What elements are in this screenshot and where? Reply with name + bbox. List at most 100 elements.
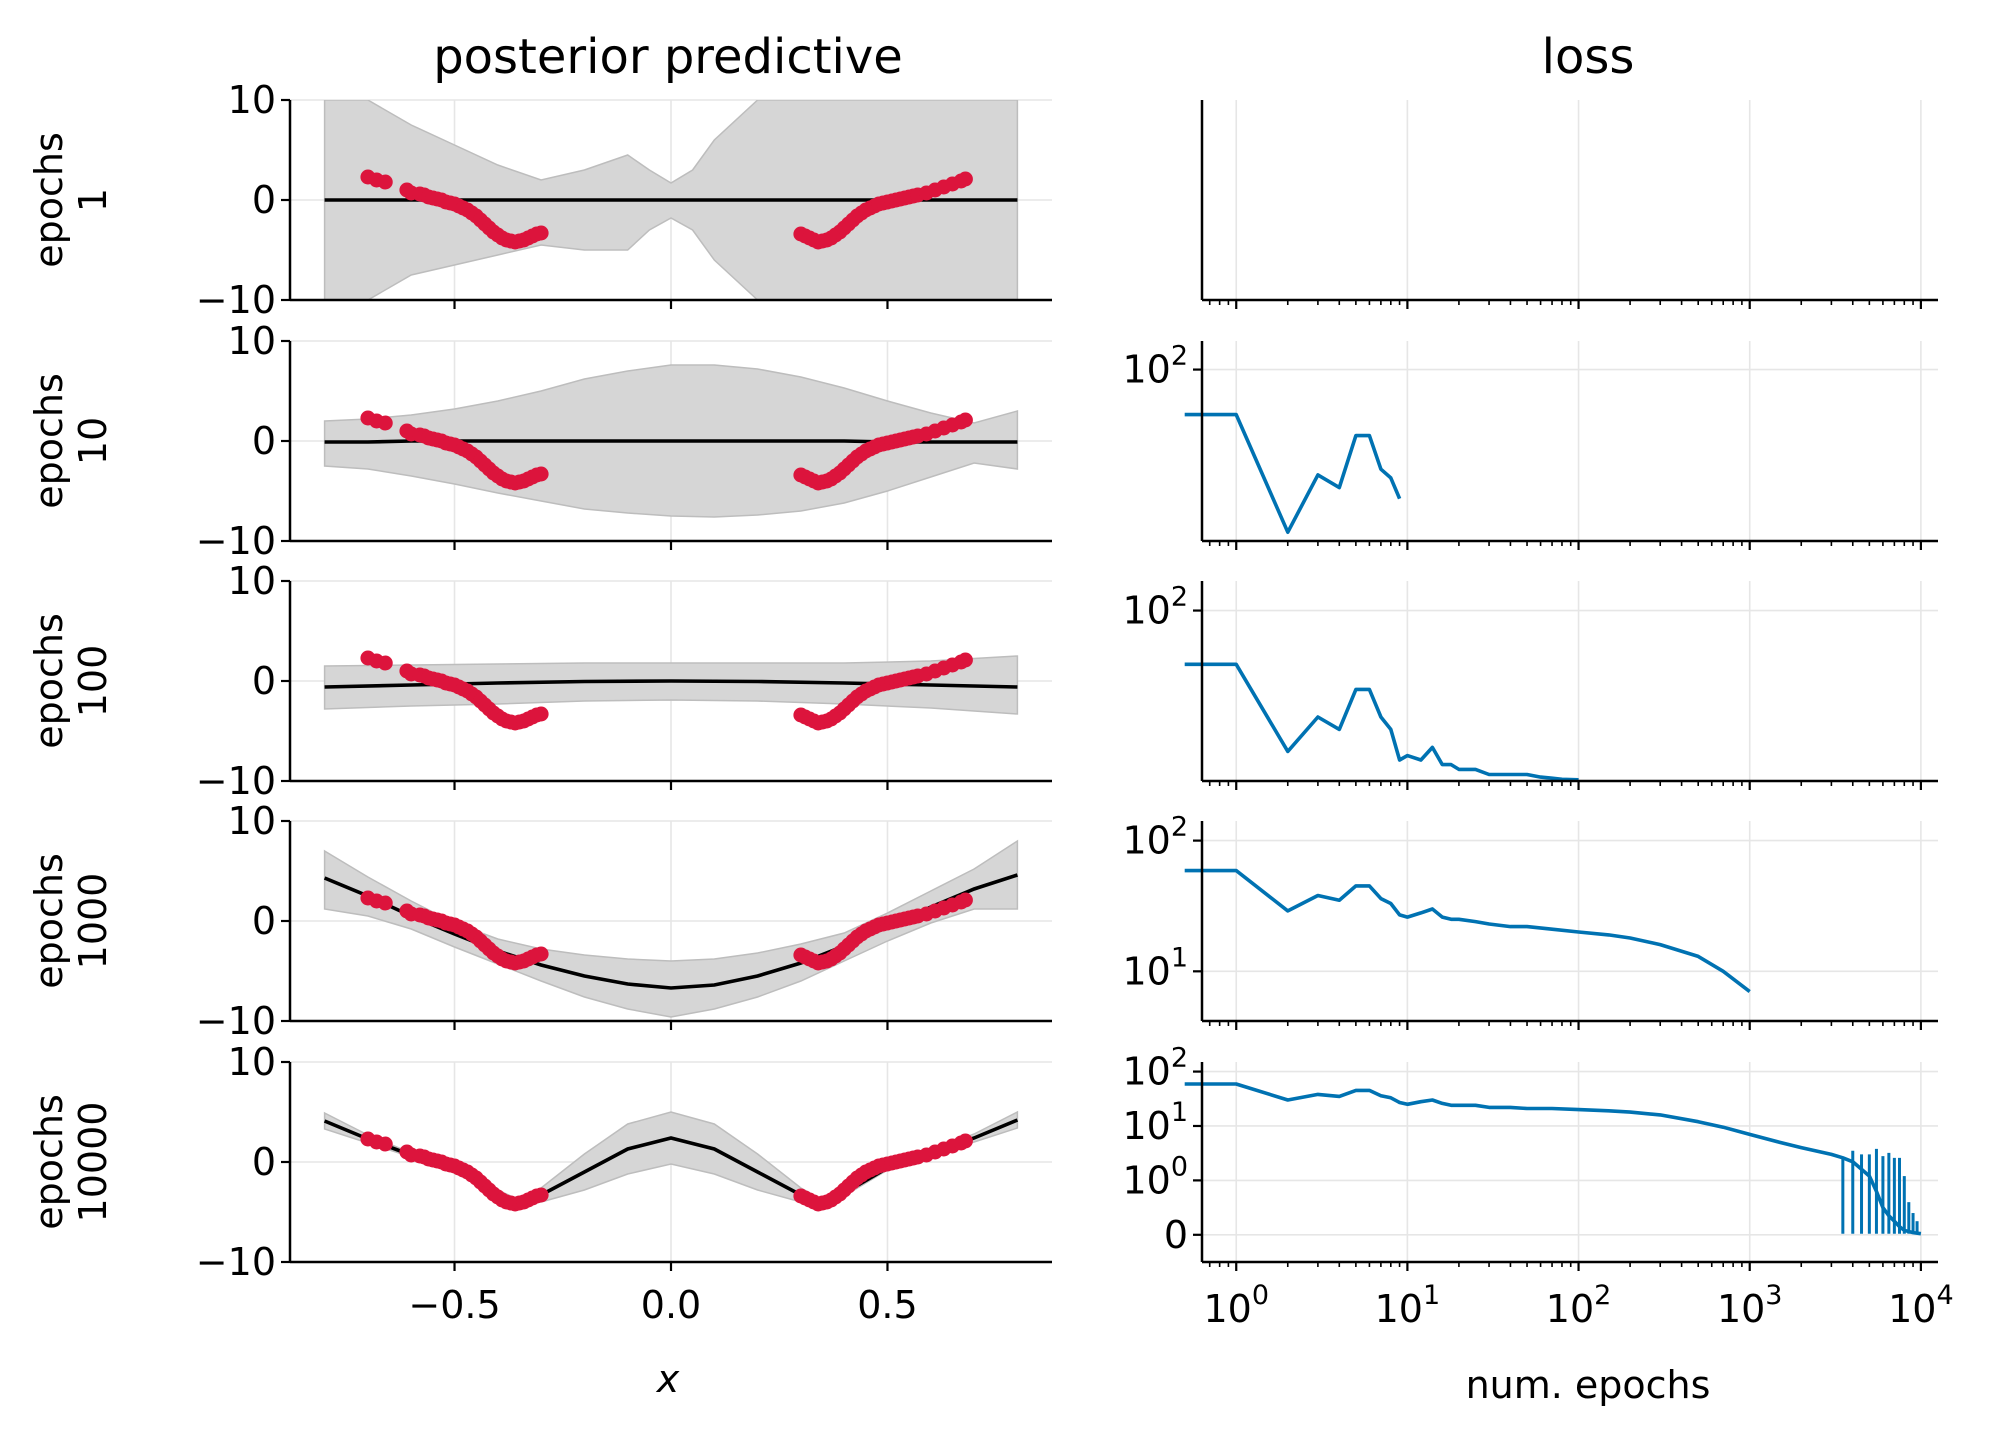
y-tick-base: 10: [1122, 589, 1170, 633]
y-tick-exponent: 2: [1171, 341, 1188, 372]
data-point: [533, 225, 549, 241]
y-tick-label: 10: [228, 799, 276, 843]
data-point: [533, 1187, 549, 1203]
loss-panel-0: [1200, 100, 1938, 309]
y-tick-label: 101: [1122, 1097, 1188, 1148]
x-tick-label: 104: [1888, 1280, 1954, 1331]
posterior-panel-0: 10 0 −10 epochs1: [27, 78, 1052, 322]
y-tick-exponent: 2: [1171, 582, 1188, 613]
y-tick-label: −10: [196, 519, 276, 563]
data-point: [377, 415, 393, 431]
data-point: [533, 706, 549, 722]
row-label: epochs1: [27, 132, 115, 268]
row-label: epochs1000: [27, 853, 115, 989]
y-tick-label: 0: [252, 899, 276, 943]
loss-x-axis-label: num. epochs: [1466, 1363, 1711, 1407]
x-tick-exponent: 2: [1594, 1280, 1611, 1311]
y-tick-label: −10: [196, 1240, 276, 1284]
x-tick-label: 0.5: [857, 1283, 917, 1327]
x-tick-exponent: 3: [1765, 1280, 1782, 1311]
row-label-line2: 1000: [71, 873, 115, 970]
x-tick-base: 10: [1203, 1287, 1251, 1331]
y-tick-label: 0: [252, 659, 276, 703]
y-tick-base: 10: [1122, 1050, 1170, 1094]
loss-panel-2: 102: [1122, 581, 1938, 790]
y-tick-base: 0: [1164, 1213, 1188, 1257]
loss-curve: [1184, 1082, 1922, 1236]
row-label-line2: 1: [71, 188, 115, 212]
x-tick-base: 10: [1888, 1287, 1936, 1331]
y-tick-label: −10: [196, 278, 276, 322]
y-tick-exponent: 2: [1171, 812, 1188, 843]
x-tick-base: 10: [1546, 1287, 1594, 1331]
y-tick-label: 101: [1122, 942, 1188, 993]
y-tick-label: 10: [228, 559, 276, 603]
loss-curve: [1184, 662, 1579, 782]
y-tick-label: 10: [228, 319, 276, 363]
row-label-line1: epochs: [27, 132, 71, 268]
y-tick-label: 102: [1122, 812, 1188, 863]
data-point: [377, 895, 393, 911]
x-tick-base: 10: [1375, 1287, 1423, 1331]
data-point: [377, 1136, 393, 1152]
y-tick-label: 10: [228, 78, 276, 122]
x-tick-label: 103: [1717, 1280, 1783, 1331]
row-label-line1: epochs: [27, 373, 71, 509]
x-tick-label: 101: [1375, 1280, 1441, 1331]
row-label-line1: epochs: [27, 613, 71, 749]
y-tick-exponent: 1: [1171, 942, 1188, 973]
y-tick-label: 102: [1122, 341, 1188, 392]
posterior-x-axis-label: x: [656, 1357, 680, 1401]
data-point: [957, 892, 973, 908]
x-tick-base: 10: [1717, 1287, 1765, 1331]
data-point: [533, 466, 549, 482]
posterior-predictive-title: posterior predictive: [433, 29, 903, 85]
y-tick-base: 10: [1122, 949, 1170, 993]
row-label: epochs10: [27, 373, 115, 509]
posterior-panels: 100−10epochs1100−10epochs10100−10epochs1…: [27, 78, 1052, 1327]
row-label-line1: epochs: [27, 1094, 71, 1230]
x-tick-label: 102: [1546, 1280, 1612, 1331]
data-point: [957, 171, 973, 187]
posterior-panel-2: 10 0 −10 epochs100: [27, 559, 1052, 803]
loss-panel-1: 102: [1122, 341, 1938, 550]
x-tick-label: 100: [1203, 1280, 1269, 1331]
data-point: [377, 655, 393, 671]
loss-title: loss: [1542, 29, 1635, 85]
data-point: [533, 946, 549, 962]
loss-curve: [1184, 868, 1751, 994]
y-tick-exponent: 0: [1171, 1151, 1188, 1182]
y-tick-label: 0: [252, 1140, 276, 1184]
posterior-panel-3: 10 0 −10 epochs1000: [27, 799, 1052, 1043]
x-tick-label: −0.5: [408, 1283, 500, 1327]
y-tick-base: 10: [1122, 1158, 1170, 1202]
row-label: epochs100: [27, 613, 115, 749]
x-tick-label: 0.0: [641, 1283, 701, 1327]
y-tick-base: 10: [1122, 1104, 1170, 1148]
row-label-line2: 10000: [71, 1102, 115, 1223]
loss-curve: [1184, 412, 1402, 534]
y-tick-base: 10: [1122, 819, 1170, 863]
row-label-line2: 10: [71, 417, 115, 465]
y-tick-exponent: 1: [1171, 1097, 1188, 1128]
y-tick-label: 0: [252, 178, 276, 222]
x-tick-exponent: 1: [1423, 1280, 1440, 1311]
data-point: [957, 412, 973, 428]
y-tick-label: 10: [228, 1040, 276, 1084]
y-tick-label: −10: [196, 759, 276, 803]
y-tick-exponent: 2: [1171, 1043, 1188, 1074]
y-tick-label: 0: [252, 419, 276, 463]
data-point: [957, 1133, 973, 1149]
y-tick-label: 102: [1122, 1043, 1188, 1094]
row-label: epochs10000: [27, 1094, 115, 1230]
row-label-line1: epochs: [27, 853, 71, 989]
y-tick-label: 100: [1122, 1151, 1188, 1202]
y-tick-label: 102: [1122, 582, 1188, 633]
data-point: [957, 652, 973, 668]
y-tick-label: 0: [1164, 1213, 1188, 1257]
